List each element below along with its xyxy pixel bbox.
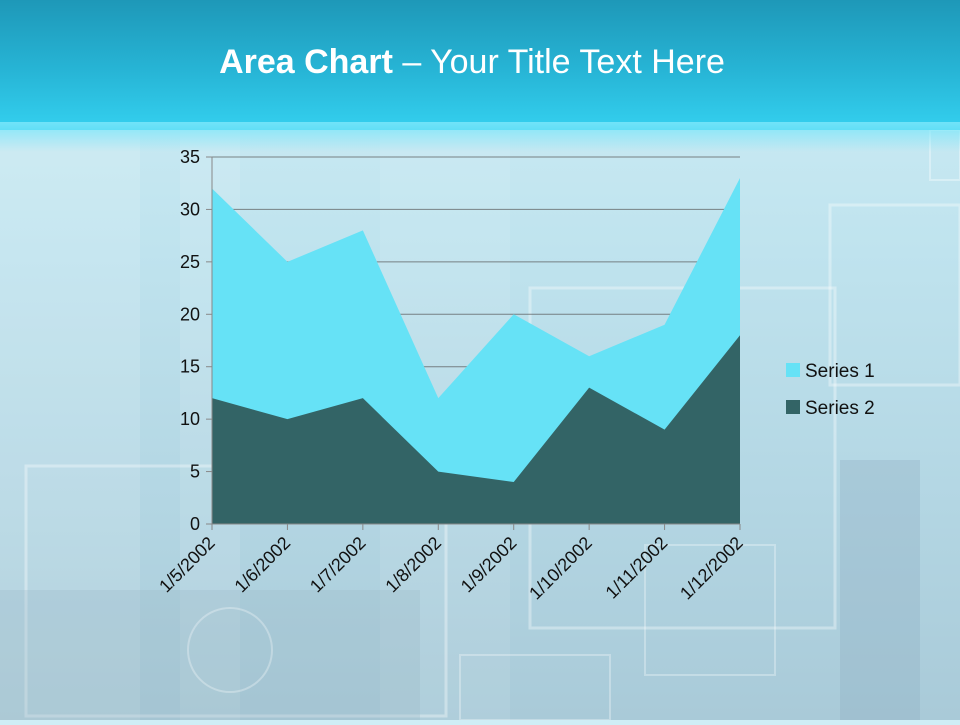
x-tick-label: 1/7/2002 — [306, 533, 370, 597]
slide-title: Area Chart – Your Title Text Here — [0, 40, 944, 84]
x-tick-label: 1/12/2002 — [676, 533, 747, 604]
x-tick-label: 1/5/2002 — [155, 533, 219, 597]
y-tick-label: 20 — [180, 304, 200, 324]
legend-swatch-series-2 — [786, 400, 800, 414]
series-areas — [212, 177, 740, 524]
legend-label-series-2: Series 2 — [805, 398, 875, 419]
x-tick-label: 1/11/2002 — [602, 533, 672, 603]
series-2-area — [212, 335, 740, 524]
slide-title-bold: Area Chart — [219, 43, 393, 81]
y-tick-label: 25 — [180, 252, 200, 272]
header-band — [0, 0, 960, 130]
y-tick-label: 10 — [180, 409, 200, 429]
y-tick-label: 30 — [180, 199, 200, 219]
legend-label-series-1: Series 1 — [805, 361, 875, 382]
y-tick-label: 35 — [180, 147, 200, 167]
y-tick-label: 0 — [190, 514, 200, 534]
x-tick-label: 1/10/2002 — [525, 533, 596, 604]
x-tick-label: 1/9/2002 — [457, 533, 521, 597]
x-tick-label: 1/8/2002 — [381, 533, 445, 597]
y-tick-label: 5 — [190, 462, 200, 482]
header-glow — [0, 122, 960, 152]
legend-swatch-series-1 — [786, 363, 800, 377]
legend: Series 1 Series 2 — [786, 361, 875, 419]
y-tick-label: 15 — [180, 357, 200, 377]
slide-title-rest: – Your Title Text Here — [392, 43, 725, 81]
x-tick-label: 1/6/2002 — [231, 533, 295, 597]
